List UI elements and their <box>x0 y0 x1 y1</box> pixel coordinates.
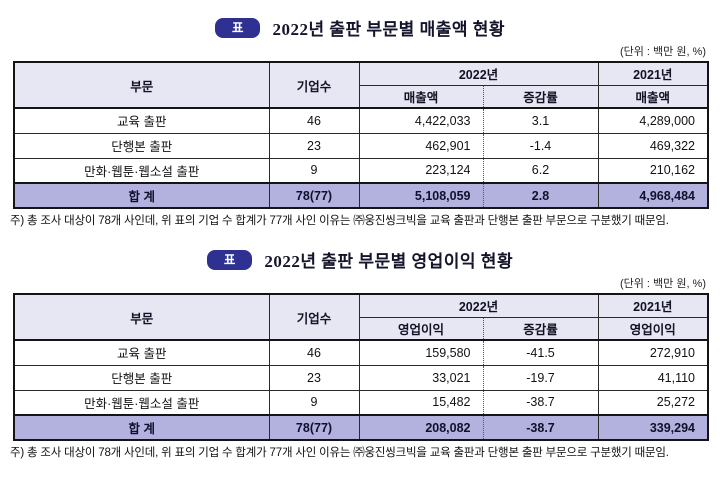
cell-change-rate: 6.2 <box>482 157 599 184</box>
col-header-2022: 2022년 <box>358 293 599 318</box>
cell-change-rate: -38.7 <box>482 389 599 416</box>
cell-companies: 23 <box>268 132 360 159</box>
revenue-title-row: 표 2022년 출판 부문별 매출액 현황 <box>13 15 707 40</box>
cell-total-label: 합 계 <box>13 414 270 441</box>
revenue-header-row-1: 부문 기업수 2022년 2021년 <box>13 61 709 109</box>
cell-change-rate: -38.7 <box>482 414 599 441</box>
profit-header-row-2: 영업이익 증감률 영업이익 <box>14 316 709 341</box>
revenue-table: 부문 기업수 2022년 2021년 매출액 증감률 매출액 교육 출판 46 … <box>13 61 709 209</box>
revenue-section: 표 2022년 출판 부문별 매출액 현황 (단위 : 백만 원, %) 부문 … <box>10 15 709 228</box>
cell-change-rate: -19.7 <box>482 364 599 391</box>
col-header-companies: 기업수 <box>268 293 360 341</box>
cell-revenue-2021: 469,322 <box>597 132 709 159</box>
cell-profit-2021: 339,294 <box>597 414 709 441</box>
table-row: 만화·웹툰·웹소설 출판 9 15,482 -38.7 25,272 <box>13 389 709 416</box>
cell-profit-2022: 159,580 <box>358 339 484 366</box>
col-header-section: 부문 <box>13 293 270 341</box>
cell-profit-2021: 41,110 <box>597 364 709 391</box>
cell-companies: 46 <box>268 107 360 134</box>
col-header-section: 부문 <box>13 61 270 109</box>
cell-companies: 9 <box>268 389 360 416</box>
col-header-change-rate: 증감률 <box>482 84 599 109</box>
cell-section: 만화·웹툰·웹소설 출판 <box>13 157 270 184</box>
cell-companies: 78(77) <box>268 414 360 441</box>
footnote: 주) 총 조사 대상이 78개 사인데, 위 표의 기업 수 합계가 77개 사… <box>10 447 669 459</box>
cell-change-rate: 3.1 <box>482 107 599 134</box>
cell-revenue-2021: 210,162 <box>597 157 709 184</box>
table-badge: 표 <box>206 249 253 270</box>
unit-label: (단위 : 백만 원, %) <box>619 278 706 290</box>
cell-change-rate: 2.8 <box>482 182 599 209</box>
unit-label: (단위 : 백만 원, %) <box>619 46 706 58</box>
table-row: 교육 출판 46 159,580 -41.5 272,910 <box>13 339 709 366</box>
cell-change-rate: -41.5 <box>482 339 599 366</box>
table-row: 교육 출판 46 4,422,033 3.1 4,289,000 <box>13 107 709 134</box>
profit-table-title: 2022년 출판 부문별 영업이익 현황 <box>264 252 514 271</box>
cell-total-label: 합 계 <box>13 182 270 209</box>
revenue-table-title: 2022년 출판 부문별 매출액 현황 <box>272 20 506 39</box>
col-header-companies: 기업수 <box>268 61 360 109</box>
profit-header-row-1: 부문 기업수 2022년 2021년 <box>13 293 709 341</box>
cell-section: 단행본 출판 <box>13 132 270 159</box>
cell-profit-2022: 33,021 <box>358 364 484 391</box>
total-row: 합 계 78(77) 208,082 -38.7 339,294 <box>13 414 709 441</box>
cell-section: 교육 출판 <box>13 339 270 366</box>
profit-title-row: 표 2022년 출판 부문별 영업이익 현황 <box>13 247 707 272</box>
cell-change-rate: -1.4 <box>482 132 599 159</box>
cell-revenue-2021: 4,289,000 <box>597 107 709 134</box>
col-header-2021: 2021년 <box>597 61 709 86</box>
cell-section: 교육 출판 <box>13 107 270 134</box>
cell-companies: 23 <box>268 364 360 391</box>
col-header-revenue-2021: 매출액 <box>597 84 709 109</box>
cell-profit-2021: 272,910 <box>597 339 709 366</box>
col-header-2022: 2022년 <box>358 61 599 86</box>
cell-revenue-2022: 223,124 <box>358 157 484 184</box>
operating-profit-section: 표 2022년 출판 부문별 영업이익 현황 (단위 : 백만 원, %) 부문… <box>10 247 709 460</box>
cell-companies: 46 <box>268 339 360 366</box>
col-header-change-rate: 증감률 <box>482 316 599 341</box>
footnote: 주) 총 조사 대상이 78개 사인데, 위 표의 기업 수 합계가 77개 사… <box>10 215 669 227</box>
table-row: 만화·웹툰·웹소설 출판 9 223,124 6.2 210,162 <box>13 157 709 184</box>
col-header-profit-2021: 영업이익 <box>597 316 709 341</box>
table-badge: 표 <box>214 17 261 38</box>
col-header-profit-2022: 영업이익 <box>358 316 484 341</box>
cell-profit-2022: 15,482 <box>358 389 484 416</box>
cell-section: 단행본 출판 <box>13 364 270 391</box>
total-row: 합 계 78(77) 5,108,059 2.8 4,968,484 <box>13 182 709 209</box>
table-row: 단행본 출판 23 462,901 -1.4 469,322 <box>13 132 709 159</box>
cell-revenue-2022: 462,901 <box>358 132 484 159</box>
cell-revenue-2022: 5,108,059 <box>358 182 484 209</box>
cell-section: 만화·웹툰·웹소설 출판 <box>13 389 270 416</box>
cell-revenue-2021: 4,968,484 <box>597 182 709 209</box>
revenue-header-row-2: 매출액 증감률 매출액 <box>14 84 709 109</box>
operating-profit-table: 부문 기업수 2022년 2021년 영업이익 증감률 영업이익 교육 출판 4… <box>13 293 709 441</box>
col-header-2021: 2021년 <box>597 293 709 318</box>
cell-companies: 9 <box>268 157 360 184</box>
table-row: 단행본 출판 23 33,021 -19.7 41,110 <box>13 364 709 391</box>
cell-profit-2021: 25,272 <box>597 389 709 416</box>
cell-companies: 78(77) <box>268 182 360 209</box>
cell-profit-2022: 208,082 <box>358 414 484 441</box>
col-header-revenue-2022: 매출액 <box>358 84 484 109</box>
cell-revenue-2022: 4,422,033 <box>358 107 484 134</box>
